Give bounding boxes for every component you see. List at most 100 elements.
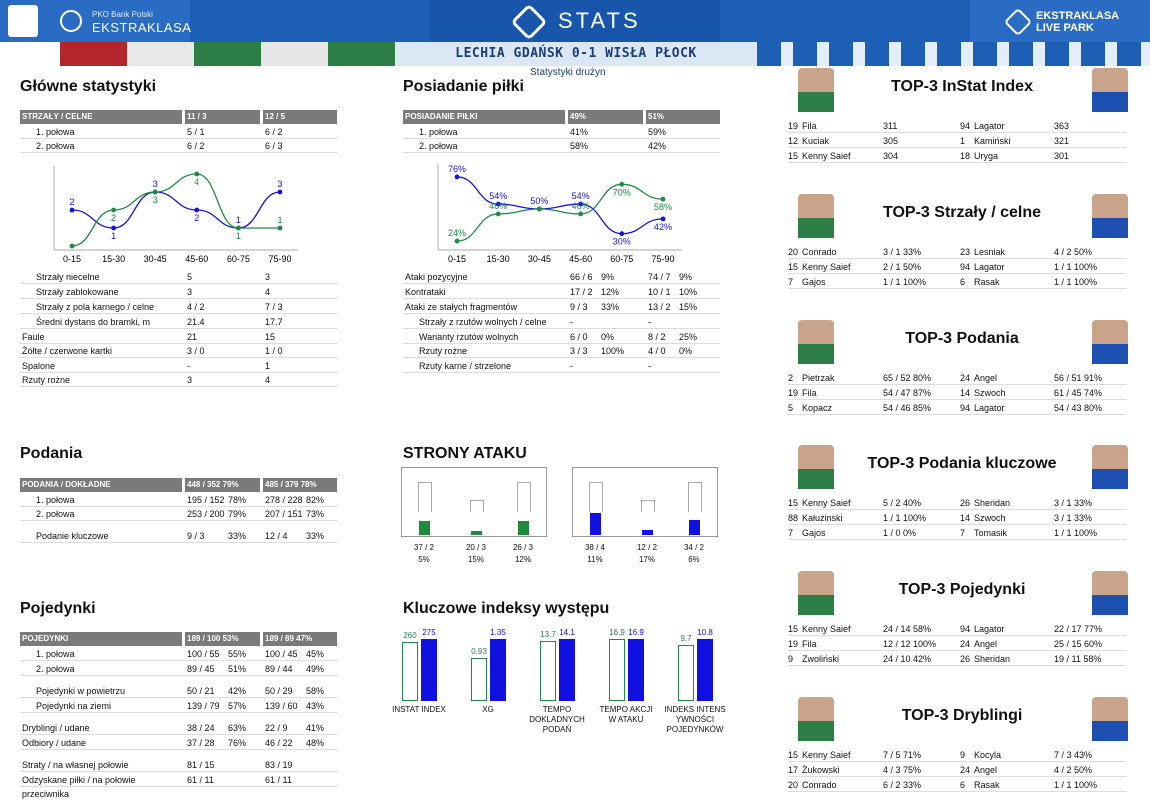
x-tick-label: 15-30 xyxy=(487,254,510,262)
attack-value: 26 / 3 xyxy=(512,543,533,552)
away-value: 4 / 2 50% xyxy=(1054,247,1093,257)
row-away-value: 4 xyxy=(265,287,271,297)
away-number: 94 xyxy=(960,121,971,131)
top3-title: TOP-3 Pojedynki xyxy=(898,581,1026,598)
top3-row: 20 Conrado 6 / 2 33% 6 Rasak 1 / 1 100% xyxy=(788,778,1127,792)
home-index-value: 0.93 xyxy=(471,647,487,657)
home-number: 15 xyxy=(788,262,799,272)
x-tick-label: 0-15 xyxy=(448,254,466,262)
row-away-value: 22 / 9 xyxy=(265,723,288,733)
table-row: Faule 21 15 xyxy=(20,330,337,344)
away-number: 24 xyxy=(960,639,971,649)
away-number: 14 xyxy=(960,513,971,523)
away-player-avatar xyxy=(1092,571,1128,615)
bank-name: PKO Bank Polski xyxy=(92,10,153,19)
away-value: 1 / 1 100% xyxy=(1054,780,1098,790)
main-head-home: 11 / 3 xyxy=(185,110,260,124)
table-row: 1. połowa 195 / 152 78% 278 / 228 82% xyxy=(20,493,337,507)
away-player: Sheridan xyxy=(974,654,1011,664)
row-away-value: 1 / 0 xyxy=(265,346,283,356)
row-home-value: 3 / 3 xyxy=(570,346,588,356)
data-label: 4 xyxy=(194,177,199,187)
index-label: TEMPO AKCJI W ATAKU xyxy=(599,705,653,724)
row-home-pct: 9% xyxy=(601,272,615,282)
data-label: 76% xyxy=(448,164,466,174)
attack-pct: 11% xyxy=(587,555,603,564)
header-mid xyxy=(430,0,720,42)
row-home-value: 6 / 0 xyxy=(570,332,588,342)
table-row: 1. połowa 5 / 1 6 / 2 xyxy=(20,125,337,139)
row-label: Ataki ze stałych fragmentów xyxy=(405,302,518,312)
x-tick-label: 60-75 xyxy=(227,254,250,262)
row-away-pct: 0% xyxy=(679,346,693,356)
table-row: Odbiory / udane 37 / 28 76% 46 / 22 48% xyxy=(20,736,337,750)
row-away-value: 1 xyxy=(265,361,271,371)
away-player: Kocyla xyxy=(974,750,1002,760)
row-away-value: 50 / 29 xyxy=(265,686,293,696)
data-point xyxy=(236,225,241,231)
row-away-value: 83 / 19 xyxy=(265,760,293,770)
away-player: Szwoch xyxy=(974,513,1006,523)
away-player: Lagator xyxy=(974,403,1005,413)
top3-row: 88 Kałużinski 1 / 1 100% 14 Szwoch 3 / 1 33% xyxy=(788,511,1127,525)
home-value: 305 xyxy=(883,136,899,146)
home-value: 24 / 10 42% xyxy=(883,654,932,664)
poss-head-home: 49% xyxy=(568,110,643,124)
home-player: Kenny Saief xyxy=(802,151,851,161)
data-label: 1 xyxy=(277,215,282,225)
home-player-avatar xyxy=(798,194,834,238)
attack-pitch-home xyxy=(401,467,547,537)
data-point xyxy=(69,243,75,249)
table-row: 2. połowa 253 / 200 79% 207 / 151 73% xyxy=(20,507,337,521)
home-index-value: 13.7 xyxy=(540,629,556,639)
away-index-bar xyxy=(697,639,713,701)
away-index-value: 16.9 xyxy=(628,628,644,637)
row-away-pct: 48% xyxy=(306,738,325,748)
data-point xyxy=(619,231,625,237)
away-value: 1 / 1 100% xyxy=(1054,528,1098,538)
row-label: Spalone xyxy=(22,361,56,371)
attack-arrow-icon xyxy=(641,500,655,512)
home-player: Kuciak xyxy=(802,136,830,146)
league-name: EKSTRAKLASA xyxy=(92,20,192,35)
brand-line1: EKSTRAKLASA xyxy=(1036,10,1120,22)
row-home-value: 21.4 xyxy=(187,317,205,327)
home-number: 7 xyxy=(788,277,794,287)
home-colors-band xyxy=(60,42,395,66)
home-player: Kenny Saief xyxy=(802,750,851,760)
data-point xyxy=(69,207,75,213)
away-index-bar xyxy=(559,639,575,701)
row-label: Strzały z rzutów wolnych / celne xyxy=(419,317,547,327)
home-index-bar xyxy=(609,639,625,701)
row-away-value: 59% xyxy=(648,127,667,137)
row-label: Pojedynki w powietrzu xyxy=(36,686,126,696)
away-value: 56 / 51 91% xyxy=(1054,373,1103,383)
home-number: 19 xyxy=(788,639,799,649)
home-player: Pietrzak xyxy=(802,373,835,383)
top3-row: 12 Kuciak 305 1 Kamiński 321 xyxy=(788,134,1127,148)
home-value: 54 / 46 85% xyxy=(883,403,932,413)
row-home-value: 81 / 15 xyxy=(187,760,215,770)
row-home-value: 66 / 6 xyxy=(570,272,593,282)
home-player: Kenny Saief xyxy=(802,262,851,272)
away-value: 22 / 17 77% xyxy=(1054,624,1103,634)
data-point xyxy=(111,207,116,213)
away-index-bar xyxy=(421,639,437,701)
away-value: 19 / 11 58% xyxy=(1054,654,1102,664)
data-point xyxy=(111,225,116,231)
row-home-value: 3 xyxy=(187,375,193,385)
row-label: 2. połowa xyxy=(36,141,75,151)
row-away-value: 12 / 4 xyxy=(265,531,288,541)
data-point xyxy=(454,174,460,180)
attack-sides-title: STRONY ATAKU xyxy=(403,445,527,462)
top3-title: TOP-3 InStat Index xyxy=(891,78,1033,95)
data-label: 1 xyxy=(236,215,241,225)
row-label: 1. połowa xyxy=(36,649,75,659)
table-row: Ataki ze stałych fragmentów 9 / 3 33% 13 / … xyxy=(403,300,720,314)
table-row: 2. połowa 6 / 2 6 / 3 xyxy=(20,139,337,153)
data-label: 50% xyxy=(530,196,548,206)
row-home-value: 195 / 152 xyxy=(187,495,225,505)
row-home-pct: 0% xyxy=(601,332,615,342)
attack-bar xyxy=(419,521,430,535)
table-row: Spalone - 1 xyxy=(20,359,337,373)
